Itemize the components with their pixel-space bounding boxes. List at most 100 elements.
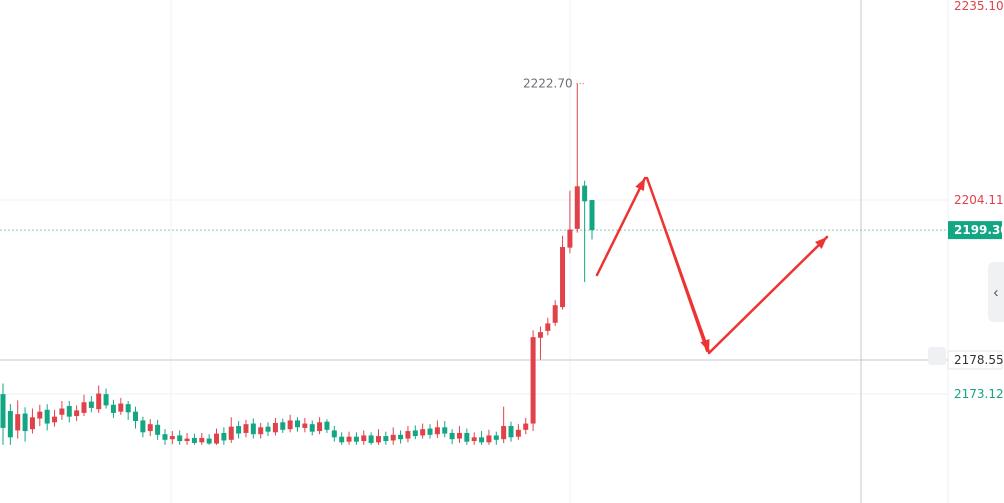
candle-body <box>147 424 153 432</box>
candle-body <box>243 424 249 433</box>
candle-body <box>390 434 396 441</box>
candle-body <box>295 420 300 428</box>
candle-body <box>383 436 389 442</box>
crosshair-price-badge <box>947 350 1003 370</box>
chevron-left-icon: ‹ <box>993 283 999 301</box>
price-axis-label: 2235.10 <box>954 0 1004 13</box>
crosshair-price-label: 2178.55 <box>954 353 1004 367</box>
candle-body <box>523 423 529 430</box>
candle-body <box>272 422 278 433</box>
candle-body <box>582 185 588 202</box>
candle-body <box>74 410 80 417</box>
candle-body <box>29 417 35 430</box>
candle-body <box>140 420 146 433</box>
candle-body <box>442 427 448 434</box>
candle-body <box>118 403 124 412</box>
candle-body <box>339 436 345 443</box>
candle-body <box>199 437 205 443</box>
last-price-label: 2199.30 <box>954 223 1004 237</box>
candle-body <box>22 413 28 432</box>
candle-body <box>162 434 168 440</box>
candles <box>0 83 595 445</box>
candle-body <box>309 424 315 432</box>
arrow-line <box>595 176 647 277</box>
candle-body <box>66 406 72 417</box>
candle-body <box>324 421 330 430</box>
candle-body <box>96 393 102 410</box>
candle-body <box>449 432 455 440</box>
candle-body <box>214 433 220 444</box>
arrow-head <box>635 178 645 191</box>
candle-body <box>331 430 337 438</box>
high-marker-label: 2222.70 <box>523 77 573 91</box>
candle-body <box>375 436 381 443</box>
candle-body <box>537 332 543 338</box>
candle-body <box>250 423 256 435</box>
candle-body <box>52 416 58 423</box>
price-axis-label: 2173.12 <box>954 387 1004 401</box>
candle-body <box>434 427 440 435</box>
candle-body <box>398 434 404 440</box>
candle-body <box>88 401 94 408</box>
candle-body <box>545 323 551 331</box>
candle-body <box>59 408 65 415</box>
candle-body <box>221 432 227 441</box>
grid-lines <box>0 0 949 503</box>
candle-body <box>44 409 50 424</box>
candle-body <box>177 435 183 442</box>
candle-body <box>206 438 212 444</box>
candle-body <box>471 437 477 442</box>
candle-body <box>265 426 271 432</box>
candle-body <box>508 426 514 438</box>
candle-body <box>287 420 293 430</box>
candle-body <box>103 394 109 406</box>
candle-body <box>81 402 87 413</box>
candle-body <box>169 436 175 440</box>
candle-body <box>552 305 558 323</box>
arrow-head <box>700 339 710 352</box>
candle-body <box>228 426 234 440</box>
candle-body <box>191 437 197 443</box>
candle-body <box>412 430 418 437</box>
candle-body <box>258 427 264 435</box>
arrow-line <box>645 176 711 354</box>
candle-body <box>567 229 573 248</box>
candle-body <box>133 411 139 422</box>
drawn-arrows[interactable] <box>595 176 829 355</box>
candle-body <box>302 423 308 428</box>
candle-body <box>155 424 161 435</box>
candle-body <box>15 414 21 431</box>
candle-body <box>427 428 433 435</box>
price-axis-label: 2204.11 <box>954 193 1004 207</box>
candle-body <box>456 432 462 439</box>
collapse-panel-button[interactable]: ‹ <box>988 262 1004 322</box>
price-axis: 2235.10 2204.11 2173.12 2199.30 2178.55 <box>947 0 1004 401</box>
arrow-line <box>707 235 829 355</box>
candle-body <box>486 435 492 443</box>
candle-body <box>405 431 411 439</box>
candle-body <box>110 404 116 413</box>
candle-body <box>361 435 367 442</box>
candle-body <box>501 426 507 440</box>
candle-body <box>236 426 242 434</box>
candle-body <box>560 247 566 308</box>
candle-body <box>353 436 359 442</box>
candle-body <box>515 429 521 437</box>
alert-bell-icon[interactable] <box>928 347 946 365</box>
candle-body <box>37 411 43 419</box>
candle-body <box>479 437 485 443</box>
candle-body <box>125 404 131 413</box>
candle-body <box>346 436 352 442</box>
candle-body <box>184 438 190 442</box>
candle-body <box>589 200 595 231</box>
arrow-head <box>815 237 827 249</box>
candle-body <box>574 186 580 229</box>
candle-body <box>0 394 6 428</box>
last-price-badge <box>948 221 1002 240</box>
candle-body <box>368 435 374 443</box>
candle-body <box>420 429 426 436</box>
candle-body <box>464 432 470 442</box>
candle-body <box>280 422 286 430</box>
candle-body <box>493 435 499 440</box>
